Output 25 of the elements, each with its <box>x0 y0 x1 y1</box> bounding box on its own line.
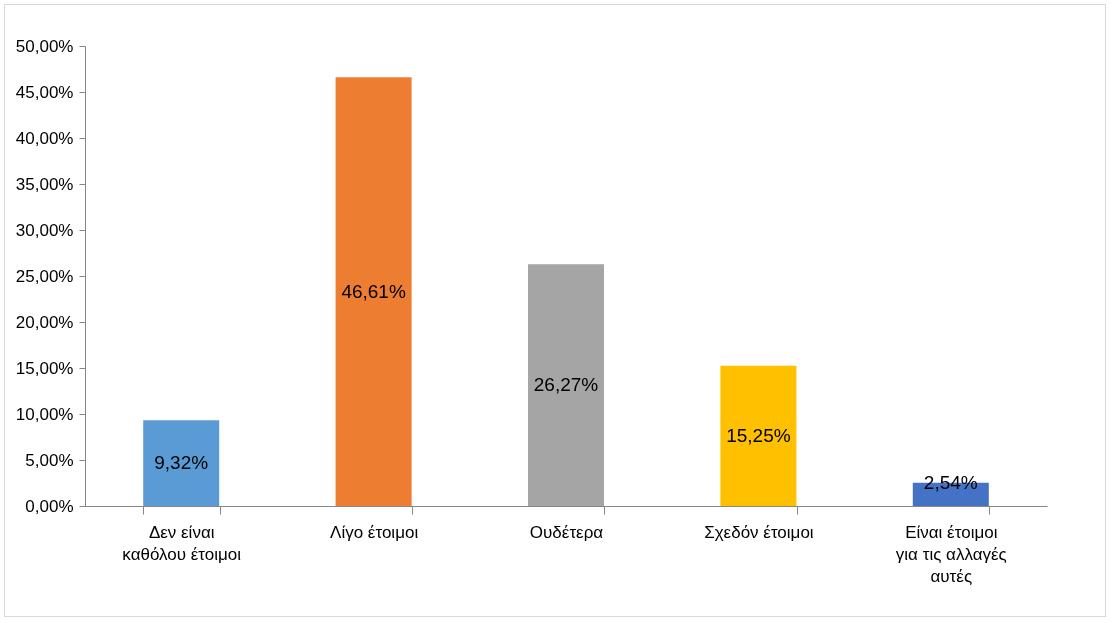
y-tick-label: 30,00% <box>15 220 74 240</box>
data-label: 15,25% <box>726 424 791 446</box>
y-tick-label: 25,00% <box>15 266 74 286</box>
bar <box>720 365 797 506</box>
y-tick-label: 15,00% <box>15 358 74 378</box>
y-tick-label: 45,00% <box>15 82 74 102</box>
y-tick-label: 40,00% <box>15 128 74 148</box>
x-tick-label: Σχεδόν έτοιμοι <box>704 522 814 542</box>
y-tick-label: 5,00% <box>25 450 74 470</box>
bar <box>335 77 412 506</box>
y-tick-label: 0,00% <box>25 496 74 516</box>
y-tick-label: 35,00% <box>15 174 74 194</box>
data-label: 9,32% <box>154 452 209 474</box>
bar <box>528 264 604 506</box>
x-tick-label: Είναι έτοιμοι για τις αλλαγές αυτές <box>895 522 1007 586</box>
data-label: 2,54% <box>923 471 978 493</box>
bar <box>143 420 220 506</box>
data-label: 46,61% <box>341 280 406 302</box>
x-tick-label: Δεν είναι καθόλου έτοιμοι <box>122 522 242 564</box>
y-tick-label: 10,00% <box>15 404 74 424</box>
x-tick-label: Λίγο έτοιμοι <box>330 522 419 542</box>
y-tick-label: 50,00% <box>15 36 74 56</box>
data-label: 26,27% <box>533 374 599 396</box>
x-tick-label: Ουδέτερα <box>529 522 604 542</box>
y-tick-label: 20,00% <box>15 312 74 332</box>
